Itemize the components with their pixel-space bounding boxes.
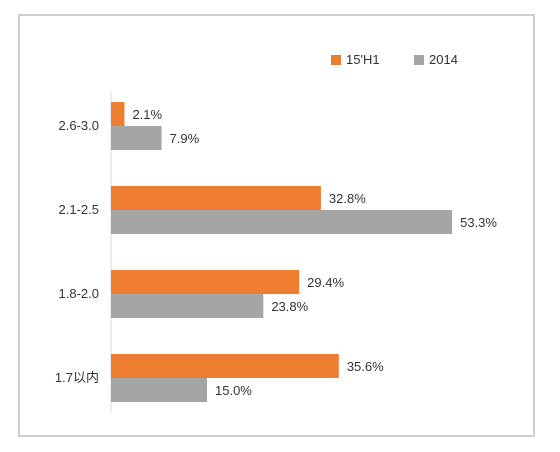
bar-15h1 — [111, 102, 125, 126]
category-label: 2.6-3.0 — [59, 118, 99, 133]
data-label: 15.0% — [215, 383, 252, 398]
bar-15h1 — [111, 270, 300, 294]
bar-2014 — [111, 294, 264, 318]
legend-swatch-15h1 — [331, 54, 341, 65]
data-label: 35.6% — [347, 359, 384, 374]
data-label: 29.4% — [307, 275, 344, 290]
data-label: 32.8% — [329, 191, 366, 206]
data-label: 23.8% — [271, 299, 308, 314]
bar-15h1 — [111, 354, 339, 378]
data-label: 53.3% — [460, 215, 497, 230]
legend-label-15h1: 15'H1 — [346, 52, 380, 67]
category-label: 1.7以内 — [55, 370, 99, 385]
data-label: 2.1% — [132, 107, 162, 122]
data-label: 7.9% — [170, 131, 200, 146]
bar-15h1 — [111, 186, 321, 210]
legend-item-2014: 2014 — [414, 52, 458, 67]
bar-2014 — [111, 378, 207, 402]
legend-item-15h1: 15'H1 — [331, 52, 380, 67]
bar-2014 — [111, 126, 162, 150]
category-label: 1.8-2.0 — [59, 286, 99, 301]
legend-swatch-2014 — [414, 54, 424, 65]
legend-label-2014: 2014 — [429, 52, 458, 67]
category-label: 2.1-2.5 — [59, 202, 99, 217]
bar-2014 — [111, 210, 453, 234]
